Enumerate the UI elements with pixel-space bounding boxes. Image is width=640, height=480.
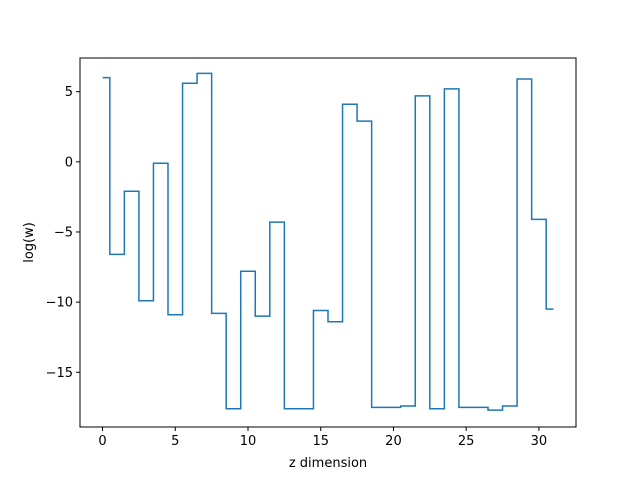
axes-frame [79, 57, 577, 428]
x-tick-label: 20 [385, 434, 402, 449]
x-tick-label: 5 [171, 434, 179, 449]
x-tick-label: 30 [531, 434, 548, 449]
y-tick-label: −5 [54, 225, 73, 240]
y-tick-label: 5 [65, 85, 73, 100]
x-tick-label: 15 [312, 434, 329, 449]
x-axis-label: z dimension [289, 456, 367, 471]
x-axis: 0 5 10 15 20 25 30 [98, 427, 547, 449]
plot-area [102, 72, 554, 411]
y-tick-label: −10 [46, 296, 73, 311]
y-tick-label: 0 [65, 155, 73, 170]
series-line-0 [102, 72, 554, 411]
y-axis: −15 −10 −5 0 5 [46, 85, 80, 381]
x-tick-label: 25 [458, 434, 475, 449]
x-tick-label: 0 [98, 434, 106, 449]
x-tick-label: 10 [240, 434, 257, 449]
y-axis-label: log(w) [22, 222, 37, 263]
y-tick-label: −15 [46, 366, 73, 381]
